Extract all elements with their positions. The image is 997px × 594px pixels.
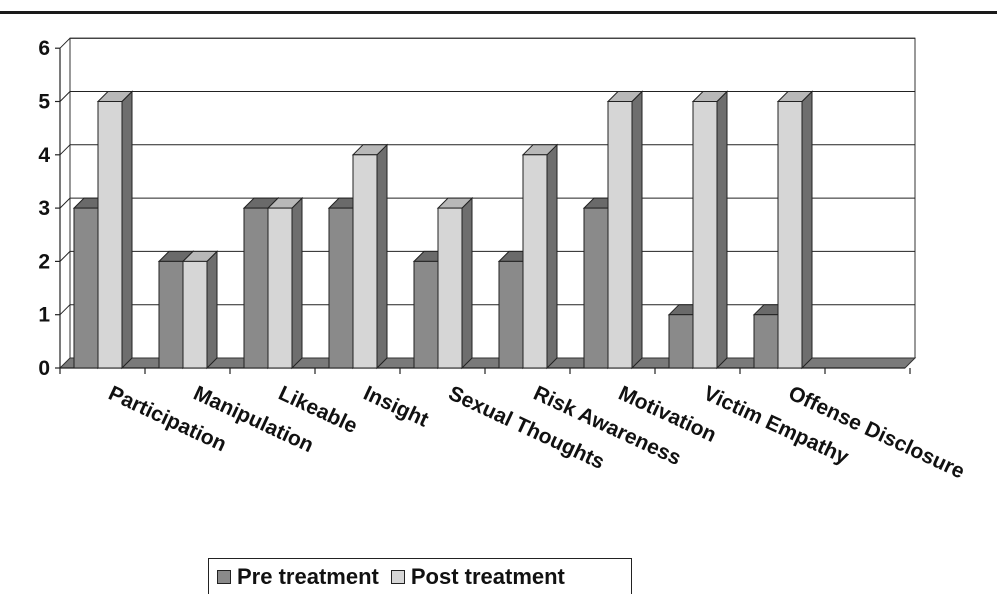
bar-front bbox=[498, 260, 524, 369]
bar-post bbox=[606, 90, 644, 370]
bar-post bbox=[691, 90, 729, 370]
y-axis: 0 1 2 3 4 5 6 bbox=[38, 37, 61, 380]
legend-swatch-pre bbox=[217, 569, 231, 584]
bar-post bbox=[776, 90, 814, 370]
y-tick-label: 2 bbox=[38, 250, 50, 273]
legend: Pre treatment Post treatment bbox=[208, 558, 632, 594]
gridline-diag bbox=[59, 37, 71, 49]
bar-side bbox=[461, 196, 473, 370]
bar-post bbox=[96, 90, 134, 370]
bar-front bbox=[583, 207, 609, 369]
x-tick-label: Victim Empathy bbox=[700, 382, 852, 469]
y-tick-label: 4 bbox=[38, 144, 50, 167]
legend-swatch-post bbox=[390, 569, 405, 584]
y-tick-label: 3 bbox=[38, 197, 50, 220]
x-axis bbox=[59, 367, 911, 374]
x-tick-label: Risk Awareness bbox=[530, 382, 685, 470]
y-tick-label: 5 bbox=[38, 91, 50, 114]
gridline-diag bbox=[59, 304, 71, 316]
bar-front bbox=[437, 207, 463, 369]
gridline-diag bbox=[59, 197, 71, 209]
bar-front bbox=[182, 260, 208, 369]
legend-item-post: Post treatment bbox=[390, 563, 565, 590]
bar-front bbox=[753, 314, 779, 369]
bar-side bbox=[546, 143, 558, 370]
y-tick-label: 1 bbox=[38, 304, 50, 327]
gridline-diag bbox=[59, 91, 71, 102]
legend-label-pre: Pre treatment bbox=[237, 563, 379, 589]
bar-front bbox=[267, 207, 293, 369]
bar-front bbox=[328, 207, 354, 369]
bar-front bbox=[243, 207, 269, 369]
bar-side bbox=[631, 90, 643, 370]
bar-post bbox=[351, 143, 389, 370]
top-rule bbox=[0, 11, 997, 14]
bar-front bbox=[352, 154, 378, 369]
bar-front bbox=[73, 207, 99, 369]
bar-front bbox=[97, 101, 123, 369]
bar-front bbox=[777, 101, 803, 369]
bar-post bbox=[521, 143, 559, 370]
bar-front bbox=[158, 260, 184, 369]
gridline-diag bbox=[59, 251, 71, 262]
bar-front bbox=[413, 260, 439, 369]
bar-side bbox=[206, 250, 218, 370]
bar-front bbox=[522, 154, 548, 369]
bar-side bbox=[801, 90, 813, 370]
bar-side bbox=[716, 90, 728, 370]
legend-item-pre: Pre treatment bbox=[217, 564, 379, 590]
bar-post bbox=[266, 196, 304, 370]
bar-side bbox=[291, 196, 303, 370]
bar-front bbox=[668, 314, 694, 369]
legend-label-post: Post treatment bbox=[410, 563, 565, 589]
bar-side bbox=[121, 90, 133, 370]
gridline-diag bbox=[59, 144, 71, 156]
x-tick-label: Insight bbox=[360, 382, 432, 432]
bar-front bbox=[607, 101, 633, 369]
bar-post bbox=[181, 250, 219, 370]
y-tick-label: 6 bbox=[38, 37, 50, 60]
bar-front bbox=[692, 101, 718, 369]
x-tick-label: Sexual Thoughts bbox=[445, 382, 608, 474]
bars bbox=[72, 90, 814, 370]
bar-side bbox=[376, 143, 388, 370]
gridlines bbox=[59, 37, 915, 316]
bar-post bbox=[436, 196, 474, 370]
y-tick-label: 0 bbox=[38, 357, 50, 380]
